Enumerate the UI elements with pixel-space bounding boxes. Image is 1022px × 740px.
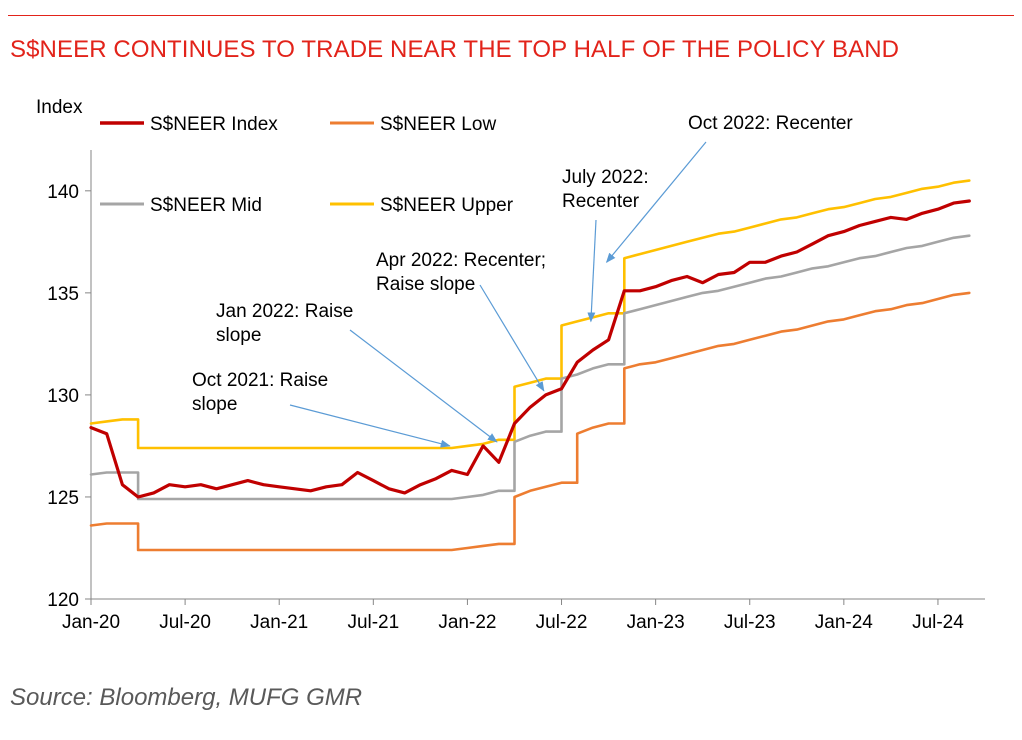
x-tick-label: Jul-20 (159, 612, 211, 633)
x-tick-label: Jul-21 (347, 612, 399, 633)
annotation-arrow (349, 329, 498, 443)
legend-item: S$NEER Mid (100, 195, 262, 216)
x-tick-label: Jan-21 (250, 612, 308, 633)
legend-item: S$NEER Low (330, 114, 496, 135)
x-tick-label: Jan-24 (815, 612, 874, 633)
x-tick-label: Jan-22 (438, 612, 496, 633)
annotation-label: Apr 2022: Recenter; (376, 250, 546, 271)
annotation-arrow (289, 404, 451, 448)
annotation-label: July 2022: (562, 167, 649, 188)
chart-title: S$NEER CONTINUES TO TRADE NEAR THE TOP H… (10, 36, 900, 63)
x-tick-label: Jul-22 (536, 612, 588, 633)
annotation-label: Raise slope (376, 274, 475, 295)
annotation-label: Oct 2021: Raise (192, 370, 328, 391)
title-rule (8, 15, 1014, 16)
axes: Index 120 125 130 135 140 Jan-20 Jul-20 Jan-21 Ju… (36, 97, 985, 633)
x-tick-label: Jul-23 (724, 612, 776, 633)
annotation-5: Oct 2022: Recenter (605, 113, 853, 264)
x-tick-label: Jan-20 (62, 612, 120, 633)
legend-label: S$NEER Low (380, 114, 496, 135)
series-line-sneer-upper (89, 179, 971, 450)
x-tick-label: Jan-23 (627, 612, 685, 633)
annotation-label: Recenter (562, 191, 640, 212)
x-tick-label: Jul-24 (912, 612, 964, 633)
y-tick-label: 135 (47, 284, 79, 305)
annotation-layer: Oct 2021: Raise slope Jan 2022: Raise slope… (192, 113, 853, 448)
series-layer (89, 179, 971, 552)
series-line-sneer-low (89, 291, 971, 552)
y-tick-label: 120 (47, 590, 79, 611)
annotation-arrow (605, 141, 707, 264)
annotation-4: July 2022: Recenter (562, 167, 649, 323)
legend-label: S$NEER Upper (380, 195, 514, 216)
annotation-label: Jan 2022: Raise (216, 301, 353, 322)
annotation-2: Jan 2022: Raise slope (216, 301, 498, 443)
series-line-sneer-index (89, 199, 971, 499)
annotation-3: Apr 2022: Recenter; Raise slope (376, 250, 546, 392)
y-axis-label: Index (36, 97, 83, 118)
y-tick-label: 130 (47, 386, 79, 407)
annotation-arrow (479, 284, 545, 392)
annotation-arrow (587, 219, 597, 323)
series-line-sneer-mid (89, 234, 971, 501)
legend-item: S$NEER Index (100, 114, 278, 135)
legend-label: S$NEER Index (150, 114, 278, 135)
legend-label: S$NEER Mid (150, 195, 262, 216)
legend: S$NEER Index S$NEER Low S$NEER Mid S$NEER U… (100, 114, 514, 216)
annotation-label: slope (216, 325, 261, 346)
y-tick-label: 125 (47, 488, 79, 509)
annotation-label: Oct 2022: Recenter (688, 113, 853, 134)
source-note: Source: Bloomberg, MUFG GMR (10, 684, 363, 711)
y-tick-label: 140 (47, 182, 79, 203)
annotation-label: slope (192, 394, 237, 415)
annotation-1: Oct 2021: Raise slope (192, 370, 451, 448)
legend-item: S$NEER Upper (330, 195, 514, 216)
